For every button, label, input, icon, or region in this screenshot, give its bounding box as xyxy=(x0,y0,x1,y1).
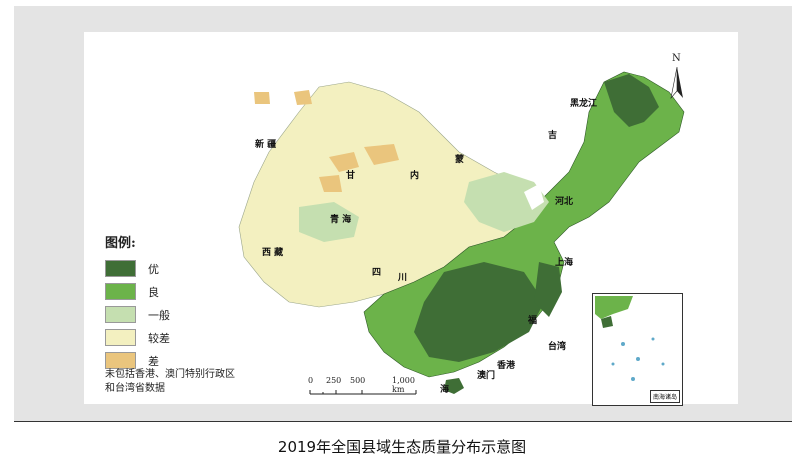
place-label-fu: 福 xyxy=(528,316,538,326)
region-poor-5 xyxy=(254,92,270,104)
region-moderate-north xyxy=(464,172,549,232)
legend-label-poor: 差 xyxy=(148,354,159,368)
place-label-si: 四 xyxy=(372,268,382,278)
place-label-gan: 甘 xyxy=(346,171,356,181)
place-label-chuan: 川 xyxy=(398,273,408,283)
place-label-hongkong: 香港 xyxy=(497,361,516,371)
place-label-qinghai: 青 海 xyxy=(330,215,352,225)
legend-label-moderate: 一般 xyxy=(148,308,170,322)
place-label-meng: 蒙 xyxy=(455,155,465,165)
place-label-nei: 内 xyxy=(410,171,420,181)
legend-item-fair: 较差 xyxy=(105,326,305,349)
caption-divider xyxy=(14,421,792,422)
note-line-1: 未包括香港、澳门特别行政区 xyxy=(105,369,235,380)
place-label-shanghai: 上海 xyxy=(555,258,574,268)
legend-swatch-poor xyxy=(105,352,136,369)
scale-label-250: 250 xyxy=(326,376,342,385)
legend-swatch-moderate xyxy=(105,306,136,323)
legend-item-excellent: 优 xyxy=(105,257,305,280)
place-label-ji: 吉 xyxy=(548,131,558,141)
place-label-xizang: 西 藏 xyxy=(262,248,284,258)
scale-label-1000: 1,000 km xyxy=(392,376,415,394)
legend-title: 图例: xyxy=(105,236,136,251)
region-poor-4 xyxy=(294,90,312,105)
scale-label-500: 500 xyxy=(350,376,366,385)
south-china-sea-inset: 南海诸岛 xyxy=(592,293,683,406)
map-legend: 图例: 优 良 一般 较差 差 xyxy=(105,232,305,372)
legend-label-excellent: 优 xyxy=(148,262,159,276)
legend-item-moderate: 一般 xyxy=(105,303,305,326)
inset-map xyxy=(595,296,665,381)
legend-item-good: 良 xyxy=(105,280,305,303)
region-excellent-south xyxy=(414,262,544,362)
region-excellent-ne xyxy=(604,74,659,127)
north-arrow-icon xyxy=(667,53,687,107)
region-poor-2 xyxy=(364,144,399,165)
region-excellent-se xyxy=(534,262,562,317)
scale-bar-graphic xyxy=(309,390,417,395)
map-caption: 2019年全国县域生态质量分布示意图 xyxy=(277,438,527,456)
sea-bohai xyxy=(524,184,544,210)
legend-swatch-excellent xyxy=(105,260,136,277)
scale-label-0: 0 xyxy=(308,376,314,385)
china-map xyxy=(238,71,685,394)
place-label-hebei: 河北 xyxy=(555,197,574,207)
north-label: N xyxy=(672,53,681,64)
legend-swatch-good xyxy=(105,283,136,300)
map-panel xyxy=(84,32,738,404)
place-label-xinjiang: 新 疆 xyxy=(255,140,277,150)
legend-label-fair: 较差 xyxy=(148,331,170,345)
note-line-2: 和台湾省数据 xyxy=(105,383,165,394)
region-excellent-hainan xyxy=(444,378,464,394)
place-label-taiwan: 台湾 xyxy=(548,342,567,352)
region-poor-3 xyxy=(319,175,342,192)
legend-label-good: 良 xyxy=(148,285,159,299)
data-exclusion-note: 未包括香港、澳门特别行政区 和台湾省数据 xyxy=(105,368,235,396)
inset-label: 南海诸岛 xyxy=(649,390,680,403)
legend-item-poor: 差 xyxy=(105,349,305,372)
place-label-hai: 海 xyxy=(440,385,450,395)
region-poor-1 xyxy=(329,152,359,172)
region-moderate-qh xyxy=(299,202,359,242)
place-label-heilongjiang: 黑龙江 xyxy=(570,99,598,109)
legend-swatch-fair xyxy=(105,329,136,346)
scale-bar: 0 250 500 1,000 km xyxy=(304,376,429,401)
place-label-macau: 澳门 xyxy=(477,371,496,381)
